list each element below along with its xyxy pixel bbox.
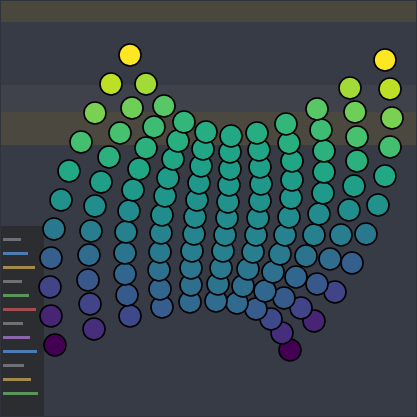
point xyxy=(50,189,72,211)
point xyxy=(119,305,141,327)
side-panel-line xyxy=(3,280,22,283)
point xyxy=(90,171,112,193)
side-panel xyxy=(0,226,44,417)
point xyxy=(116,284,138,306)
point xyxy=(109,122,131,144)
point xyxy=(77,269,99,291)
side-panel-line xyxy=(3,238,21,241)
background xyxy=(0,0,417,417)
point xyxy=(303,224,325,246)
point xyxy=(79,293,101,315)
point xyxy=(310,119,332,141)
point xyxy=(313,140,335,162)
point xyxy=(78,244,100,266)
point xyxy=(343,175,365,197)
point xyxy=(374,49,396,71)
point xyxy=(100,73,122,95)
point xyxy=(312,182,334,204)
side-panel-line xyxy=(3,308,36,311)
point xyxy=(355,223,377,245)
point xyxy=(80,220,102,242)
point xyxy=(330,224,352,246)
point xyxy=(313,161,335,183)
side-panel-line xyxy=(3,364,24,367)
background-fill xyxy=(0,0,417,417)
point xyxy=(173,111,195,133)
point xyxy=(43,218,65,240)
point xyxy=(119,44,141,66)
side-panel-line xyxy=(3,392,38,395)
point xyxy=(346,126,368,148)
point xyxy=(70,131,92,153)
point xyxy=(285,266,307,288)
chart xyxy=(0,0,417,417)
side-panel-line xyxy=(3,322,23,325)
point xyxy=(84,102,106,124)
point xyxy=(122,179,144,201)
point xyxy=(379,136,401,158)
point xyxy=(306,273,328,295)
side-panel-line xyxy=(3,266,35,269)
point xyxy=(153,95,175,117)
point xyxy=(306,98,328,120)
point xyxy=(374,165,396,187)
point xyxy=(220,125,242,147)
point xyxy=(338,199,360,221)
point xyxy=(246,122,268,144)
point xyxy=(379,78,401,100)
side-panel-line xyxy=(3,294,29,297)
point xyxy=(346,150,368,172)
point xyxy=(40,305,62,327)
plot-area xyxy=(39,44,403,361)
side-panel-line xyxy=(3,336,30,339)
point xyxy=(98,146,120,168)
point xyxy=(58,160,80,182)
point xyxy=(83,318,105,340)
point xyxy=(308,203,330,225)
point xyxy=(341,252,363,274)
point xyxy=(275,113,297,135)
plot-frame xyxy=(1,1,417,417)
side-panel-line xyxy=(3,378,31,381)
point xyxy=(381,107,403,129)
side-panel-line xyxy=(3,350,37,353)
point xyxy=(44,334,66,356)
point xyxy=(319,248,341,270)
point xyxy=(195,121,217,143)
point xyxy=(40,247,62,269)
point xyxy=(39,276,61,298)
point xyxy=(344,101,366,123)
background-band xyxy=(0,0,417,22)
point xyxy=(121,97,143,119)
point xyxy=(135,137,157,159)
point xyxy=(295,245,317,267)
point xyxy=(367,194,389,216)
point xyxy=(114,263,136,285)
side-panel-line xyxy=(3,252,28,255)
point xyxy=(84,195,106,217)
point xyxy=(114,242,136,264)
point xyxy=(115,221,137,243)
point xyxy=(143,116,165,138)
point xyxy=(118,200,140,222)
point xyxy=(135,73,157,95)
point xyxy=(128,158,150,180)
point xyxy=(339,77,361,99)
